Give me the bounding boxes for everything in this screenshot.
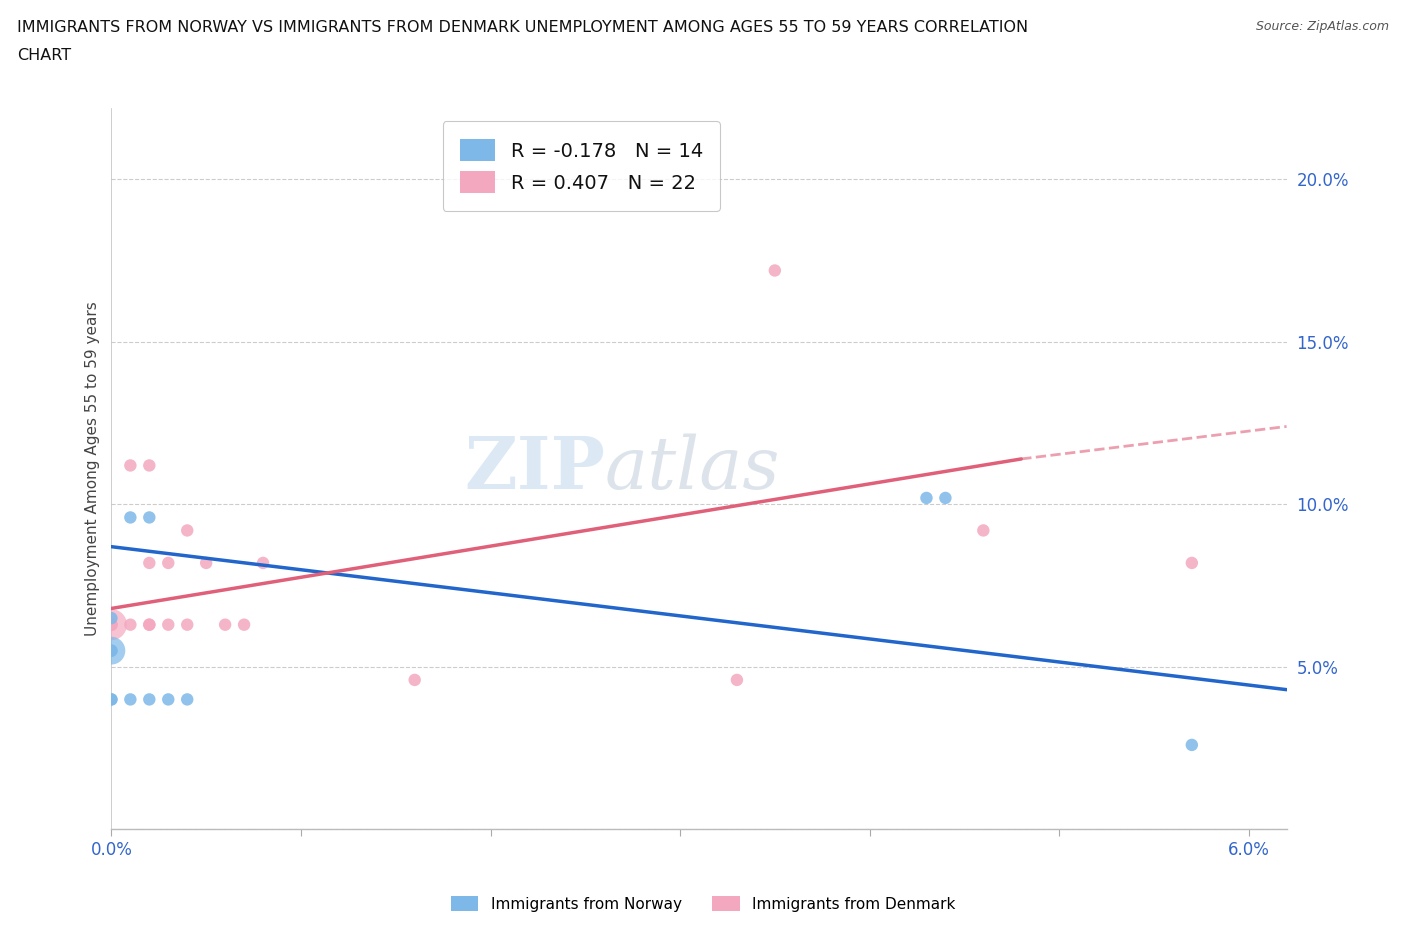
Point xyxy=(157,692,180,707)
Point xyxy=(157,618,180,632)
Point xyxy=(120,458,142,472)
Point xyxy=(176,692,198,707)
Point xyxy=(100,618,122,632)
Text: ZIP: ZIP xyxy=(464,433,605,504)
Point xyxy=(100,692,122,707)
Text: CHART: CHART xyxy=(17,48,70,63)
Point xyxy=(138,458,160,472)
Point xyxy=(934,490,956,505)
Point xyxy=(100,618,122,632)
Point xyxy=(1181,737,1204,752)
Legend: R = -0.178   N = 14, R = 0.407   N = 22: R = -0.178 N = 14, R = 0.407 N = 22 xyxy=(443,121,720,211)
Point xyxy=(100,644,122,658)
Point xyxy=(120,692,142,707)
Point xyxy=(100,611,122,626)
Point xyxy=(252,555,274,570)
Point xyxy=(214,618,236,632)
Point xyxy=(100,644,122,658)
Text: atlas: atlas xyxy=(605,433,780,504)
Point xyxy=(1181,555,1204,570)
Point xyxy=(138,510,160,525)
Legend: Immigrants from Norway, Immigrants from Denmark: Immigrants from Norway, Immigrants from … xyxy=(444,889,962,918)
Point xyxy=(972,523,994,538)
Point xyxy=(157,555,180,570)
Point xyxy=(195,555,218,570)
Point xyxy=(725,672,748,687)
Point xyxy=(100,644,122,658)
Point xyxy=(100,692,122,707)
Point xyxy=(138,555,160,570)
Point xyxy=(138,618,160,632)
Point xyxy=(138,692,160,707)
Point xyxy=(915,490,938,505)
Point xyxy=(233,618,256,632)
Point xyxy=(176,523,198,538)
Point xyxy=(100,618,122,632)
Text: Source: ZipAtlas.com: Source: ZipAtlas.com xyxy=(1256,20,1389,33)
Point xyxy=(120,618,142,632)
Text: IMMIGRANTS FROM NORWAY VS IMMIGRANTS FROM DENMARK UNEMPLOYMENT AMONG AGES 55 TO : IMMIGRANTS FROM NORWAY VS IMMIGRANTS FRO… xyxy=(17,20,1028,35)
Point xyxy=(176,618,198,632)
Point xyxy=(404,672,426,687)
Point xyxy=(120,510,142,525)
Point xyxy=(138,618,160,632)
Point xyxy=(100,618,122,632)
Point xyxy=(763,263,786,278)
Y-axis label: Unemployment Among Ages 55 to 59 years: Unemployment Among Ages 55 to 59 years xyxy=(86,301,100,636)
